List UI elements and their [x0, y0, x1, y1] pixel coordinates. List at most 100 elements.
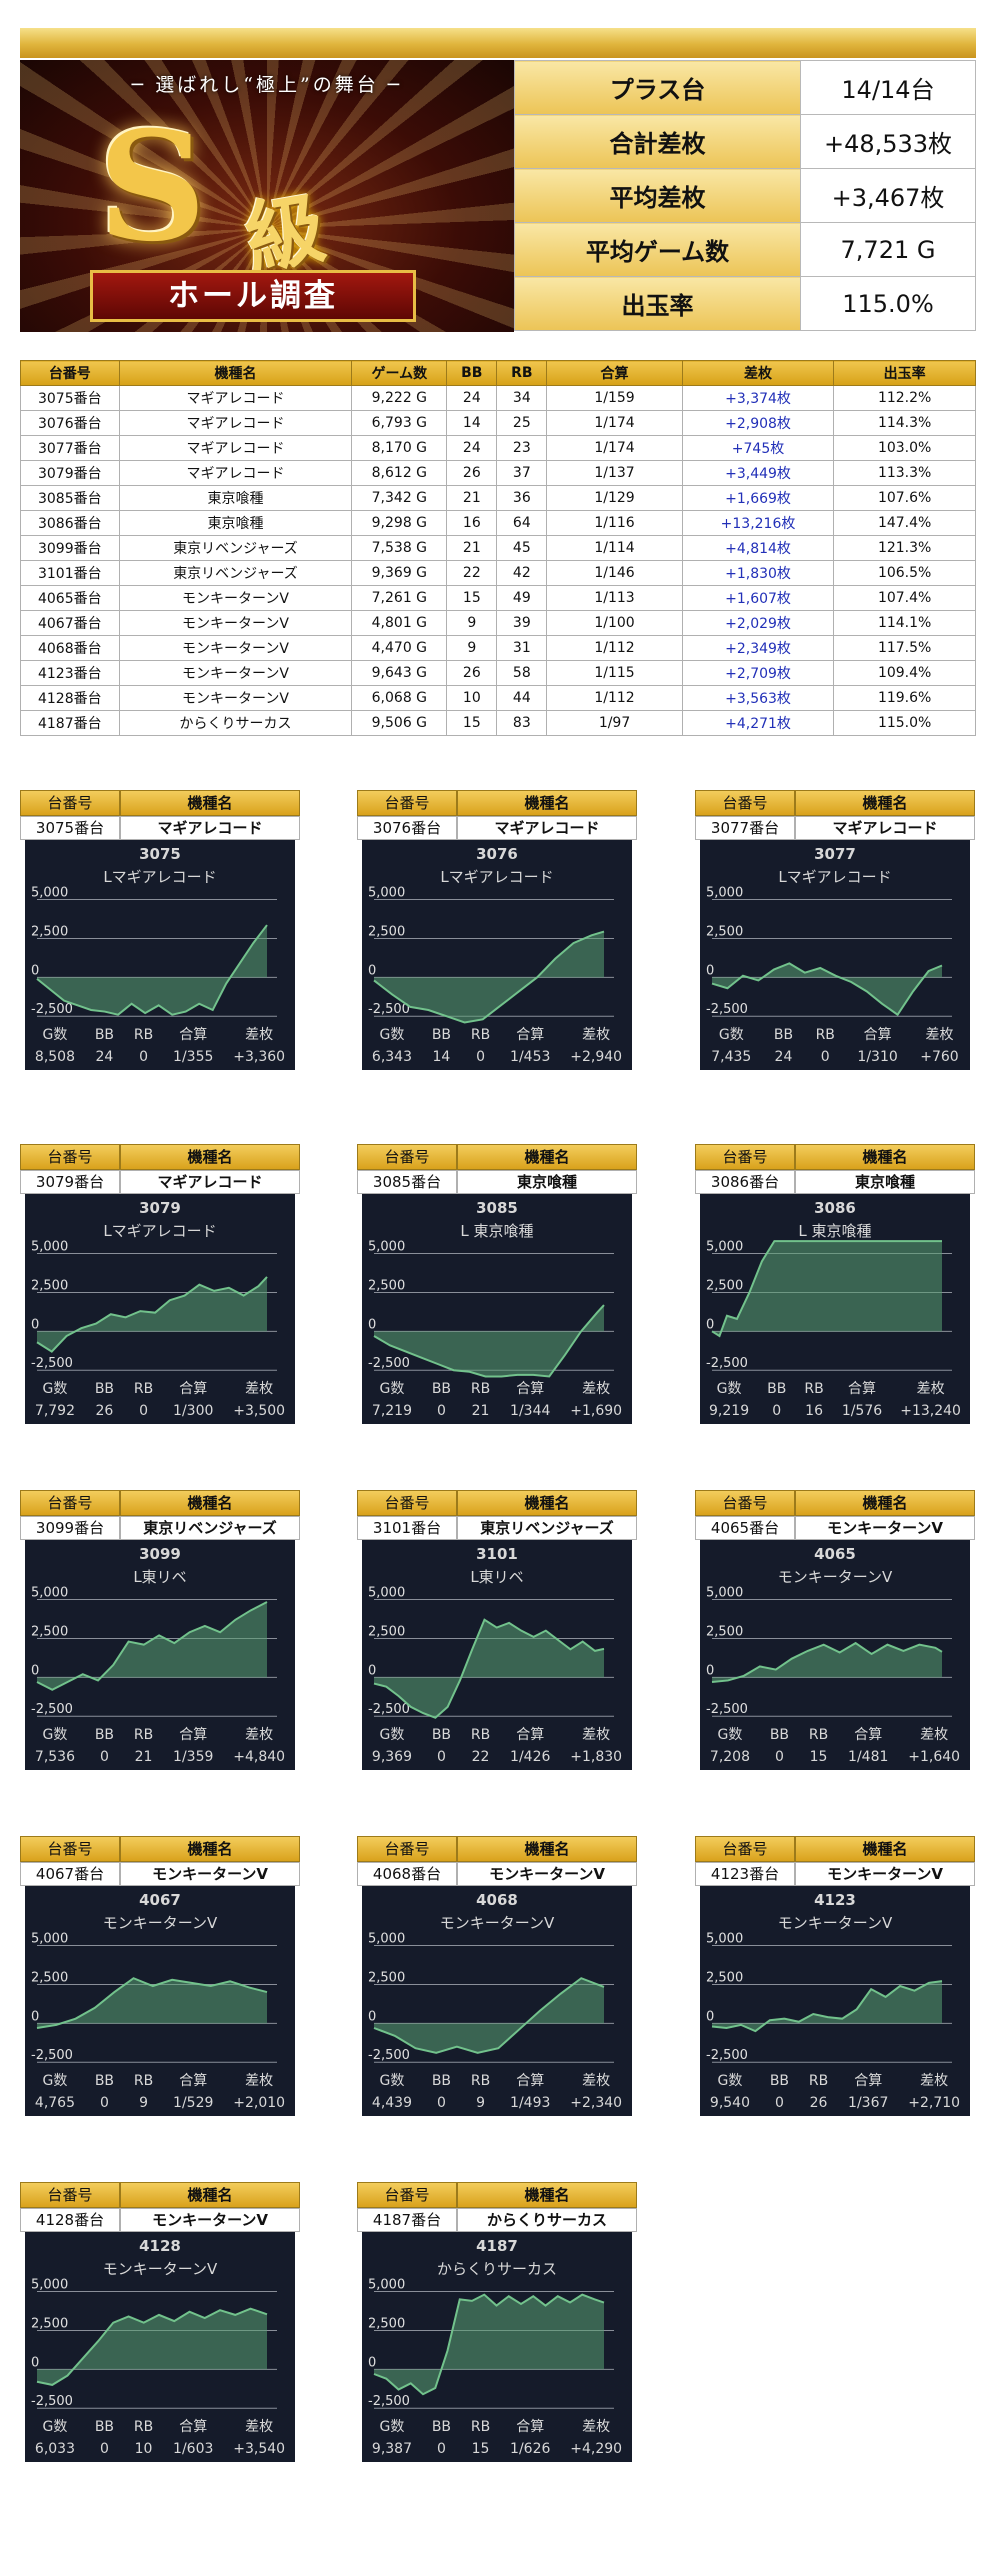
card-model-header: 機種名 [457, 1144, 637, 1170]
stat-value: 1/529 [173, 2095, 214, 2111]
column-header: ゲーム数 [351, 360, 448, 386]
table-cell: 1/113 [546, 585, 683, 611]
stat-value: 0 [436, 1403, 446, 1419]
stat-label: 差枚 [582, 2419, 611, 2435]
stat-column: RB 0 [134, 1378, 153, 1422]
table-cell: マギアレコード [118, 460, 353, 486]
y-tick-label: 0 [31, 1317, 39, 1332]
y-tick-label: 2,500 [706, 1278, 743, 1293]
table-cell: 8,612 G [351, 460, 448, 486]
card-values: 3079番台 マギアレコード [20, 1170, 300, 1194]
table-cell: モンキーターンV [118, 685, 353, 711]
y-tick-label: 2,500 [368, 1624, 405, 1639]
card-machine-number: 3079番台 [20, 1170, 120, 1194]
card-machine-model: 東京リベンジャーズ [457, 1516, 637, 1540]
table-cell: モンキーターンV [118, 610, 353, 636]
stat-label: 差枚 [582, 1381, 611, 1397]
card-model-header: 機種名 [120, 1144, 300, 1170]
card-machine-number: 3099番台 [20, 1516, 120, 1540]
stat-value: +2,340 [570, 2095, 623, 2111]
slump-graph: 5,000 2,500 0 -2,500 [706, 1586, 952, 1717]
y-tick-label: 2,500 [368, 2316, 405, 2331]
table-cell: 15 [446, 710, 498, 736]
stat-column: G数 8,508 [35, 1024, 75, 1068]
stat-value: 0 [476, 1049, 485, 1065]
table-cell: 1/137 [546, 460, 683, 486]
stat-label: RB [133, 2419, 154, 2435]
card-machine-model: 東京喰種 [457, 1170, 637, 1194]
table-cell: 3079番台 [20, 460, 120, 486]
stat-value: 7,536 [34, 1749, 75, 1765]
y-tick-label: 0 [31, 2009, 39, 2024]
graph-stats: G数 6,033 BB 0 RB 10 合算 1/603 差枚 +3,540 [25, 2416, 295, 2460]
table-cell: 114.1% [833, 610, 976, 636]
machine-card: 台番号 機種名 3085番台 東京喰種 3085 L 東京喰種 5,000 2,500 0 -2,… [357, 1144, 637, 1424]
y-tick-label: 5,000 [31, 886, 68, 901]
stat-value: +1,690 [570, 1403, 623, 1419]
stat-value: 0 [99, 2441, 109, 2457]
table-cell: 1/146 [546, 560, 683, 586]
stat-column: 合算 1/344 [510, 1378, 550, 1422]
table-cell: 31 [496, 635, 548, 661]
graph-title: 4065 [814, 1545, 856, 1563]
card-machine-number: 3086番台 [695, 1170, 795, 1194]
stat-column: 差枚 +3,500 [233, 1378, 285, 1422]
y-tick-label: 2,500 [706, 1624, 743, 1639]
slump-area [37, 1978, 267, 2028]
y-tick-label: -2,500 [31, 1002, 73, 1017]
stat-value: +3,540 [233, 2441, 286, 2457]
y-tick-label: 2,500 [31, 2316, 68, 2331]
table-cell: 9,298 G [351, 510, 448, 536]
stat-label: 差枚 [245, 2073, 274, 2089]
slump-graph-panel: 3086 L 東京喰種 5,000 2,500 0 -2,500 G数 9,219 BB 0 RB 1… [700, 1194, 970, 1424]
column-header: 合算 [546, 360, 683, 386]
slump-area [37, 1602, 267, 1690]
table-row: 3075番台 マギアレコード 9,222 G 24 34 1/159 +3,374枚 112.… [20, 385, 976, 411]
stat-value: 1/453 [510, 1049, 551, 1065]
card-num-header: 台番号 [357, 1490, 457, 1516]
stat-label: BB [94, 2073, 115, 2089]
table-cell: 114.3% [833, 410, 976, 436]
table-cell: 4,801 G [351, 610, 448, 636]
stat-value: +1,640 [908, 1749, 961, 1765]
table-cell: 39 [496, 610, 548, 636]
machine-card: 台番号 機種名 3075番台 マギアレコード 3075 Lマギアレコード 5,000 2,50… [20, 790, 300, 1070]
stat-column: G数 9,369 [372, 1724, 412, 1768]
stat-label: 合算 [179, 1727, 208, 1743]
card-values: 3086番台 東京喰種 [695, 1170, 975, 1194]
table-cell: 107.6% [833, 485, 976, 511]
slump-graph: 5,000 2,500 0 -2,500 [368, 1586, 614, 1719]
slump-graph-panel: 3101 L東リベ 5,000 2,500 0 -2,500 G数 9,369 BB 0 RB 22 合… [362, 1540, 632, 1770]
stat-label: 合算 [516, 2419, 545, 2435]
stat-value: +2,940 [570, 1049, 623, 1065]
graph-stats: G数 7,792 BB 26 RB 0 合算 1/300 差枚 +3,500 [25, 1378, 295, 1422]
slump-graph: 5,000 2,500 0 -2,500 [368, 1932, 614, 2063]
slump-line [36, 1977, 268, 2029]
stat-value: 26 [95, 1403, 114, 1419]
table-cell: モンキーターンV [118, 660, 353, 686]
stat-label: 合算 [179, 2419, 208, 2435]
slump-graph: 5,000 2,500 0 -2,500 [368, 2278, 614, 2409]
table-cell: 4128番台 [20, 685, 120, 711]
table-cell: 119.6% [833, 685, 976, 711]
machine-card: 台番号 機種名 4067番台 モンキーターンV 4067 モンキーターンV 5,000 2,5… [20, 1836, 300, 2116]
stat-label: RB [133, 1381, 154, 1397]
table-row: 4065番台 モンキーターンV 7,261 G 15 49 1/113 +1,607枚 107… [20, 585, 976, 611]
stat-column: 差枚 +4,840 [233, 1724, 285, 1768]
stat-label: BB [431, 1381, 452, 1397]
slump-graph: 5,000 2,500 0 -2,500 [368, 1240, 614, 1378]
y-tick-label: 5,000 [706, 1240, 743, 1255]
table-row: 4067番台 モンキーターンV 4,801 G 9 39 1/100 +2,029枚 114.… [20, 610, 976, 636]
slump-area [374, 2294, 604, 2395]
graph-stats: G数 7,208 BB 0 RB 15 合算 1/481 差枚 +1,640 [700, 1724, 970, 1768]
banner-logo-s: S [98, 99, 207, 275]
stat-column: G数 7,208 [710, 1724, 750, 1768]
graph-title: 3101 [476, 1545, 518, 1563]
graph-subtitle: Lマギアレコード [440, 868, 554, 886]
graph-title: 3086 [814, 1199, 856, 1217]
stat-label: 差枚 [582, 2073, 611, 2089]
stat-column: 差枚 +1,830 [570, 1724, 622, 1768]
slump-line [711, 1240, 942, 1338]
stat-column: 合算 1/626 [510, 2416, 550, 2460]
card-machine-number: 3075番台 [20, 816, 120, 840]
